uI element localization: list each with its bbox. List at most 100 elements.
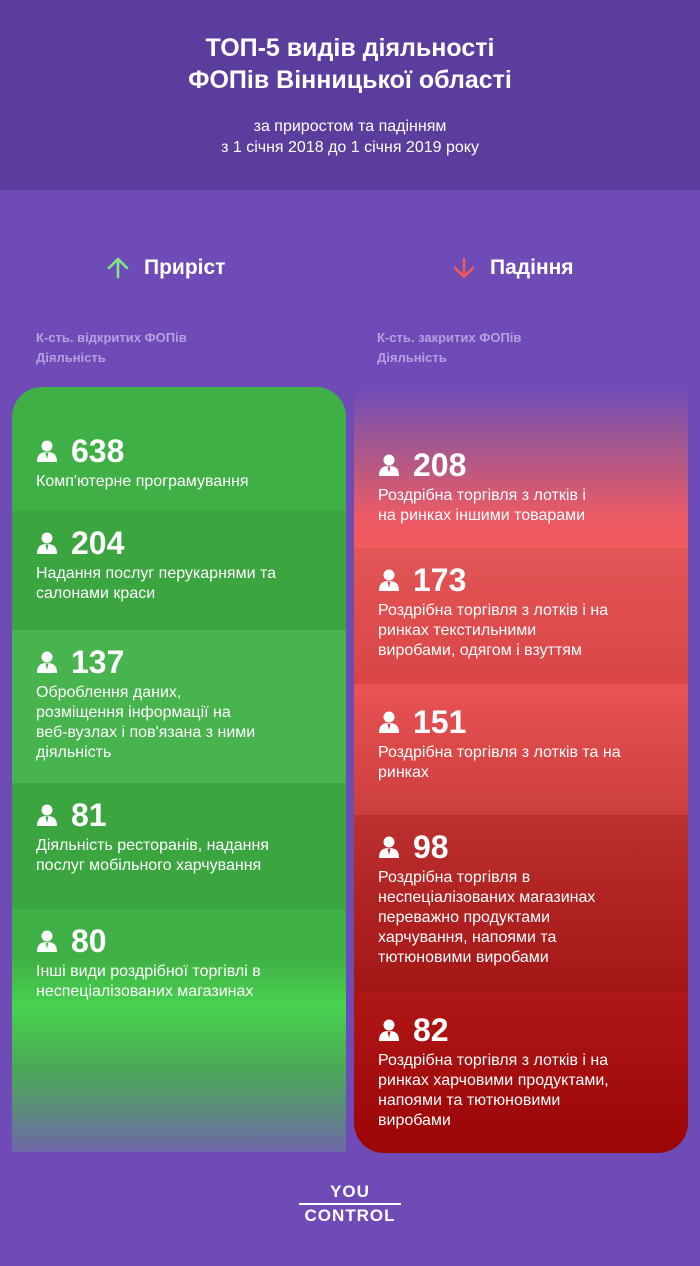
- decline-heading-label: Падіння: [490, 256, 574, 279]
- growth-item-4-desc-line: послуг мобільного харчування: [36, 857, 262, 874]
- decline-item-3-desc-line: ринках: [378, 764, 429, 781]
- growth-item-4-desc: Діяльність ресторанів, надання послуг мо…: [36, 836, 346, 876]
- decline-item-1-desc: Роздрібна торгівля з лотків і на ринках …: [378, 486, 688, 526]
- growth-heading-label: Приріст: [144, 256, 226, 279]
- decline-item-4-desc-line: Роздрібна торгівля в: [378, 869, 531, 886]
- growth-panel: 638 Комп'ютерне програмування 204 Наданн…: [12, 387, 346, 1152]
- growth-item-5: 80 Інші види роздрібної торгівлі в неспе…: [12, 909, 346, 1152]
- decline-item-3-header: 151: [378, 702, 688, 742]
- growth-item-4-header: 81: [36, 795, 346, 835]
- decline-item-5-count: 82: [413, 1012, 449, 1048]
- logo-line-2: CONTROL: [304, 1206, 396, 1225]
- decline-item-2-desc-line: виробами, одягом і взуттям: [378, 642, 582, 659]
- growth-item-3-desc-line: розміщення інформації на: [36, 704, 231, 721]
- logo-divider: [299, 1203, 401, 1205]
- decline-item-5-desc-line: ринках харчовими продуктами,: [378, 1072, 609, 1089]
- decline-item-1-desc-line: Роздрібна торгівля з лотків і: [378, 487, 586, 504]
- person-icon: [379, 1019, 399, 1041]
- decline-item-2-desc-line: ринках текстильними: [378, 622, 537, 639]
- growth-item-1-header: 638: [36, 431, 346, 471]
- arrow-down-icon: [453, 257, 475, 279]
- person-icon: [37, 804, 57, 826]
- growth-item-2-desc-line: Надання послуг перукарнями та: [36, 565, 277, 582]
- decline-panel: 208 Роздрібна торгівля з лотків і на рин…: [354, 387, 688, 1153]
- growth-item-2-desc-line: салонами краси: [36, 585, 156, 602]
- person-icon: [379, 569, 399, 591]
- person-icon: [379, 836, 399, 858]
- growth-item-2-count: 204: [71, 525, 125, 561]
- growth-item-3-header: 137: [36, 642, 346, 682]
- person-icon: [379, 711, 399, 733]
- decline-item-2-count: 173: [413, 562, 467, 598]
- growth-item-1-desc: Комп'ютерне програмування: [36, 472, 346, 492]
- growth-item-3-desc: Оброблення даних, розміщення інформації …: [36, 683, 346, 763]
- growth-item-5-desc-line: Інші види роздрібної торгівлі в: [36, 963, 261, 980]
- person-icon: [37, 930, 57, 952]
- decline-item-5-desc: Роздрібна торгівля з лотків і на ринках …: [378, 1051, 688, 1131]
- growth-item-1-desc-line: Комп'ютерне програмування: [36, 473, 249, 490]
- growth-heading: Приріст: [106, 252, 225, 284]
- subtitle-line-2: з 1 січня 2018 до 1 січня 2019 року: [221, 139, 479, 156]
- decline-item-1-count: 208: [413, 447, 467, 483]
- arrow-up-icon: [107, 257, 129, 279]
- decline-item-4: 98 Роздрібна торгівля в неспеціалізовани…: [354, 815, 688, 992]
- decline-item-3-count: 151: [413, 704, 467, 740]
- growth-legend-count: К-сть. відкритих ФОПів: [36, 330, 187, 345]
- decline-legend-count: К-сть. закритих ФОПів: [377, 330, 522, 345]
- growth-item-5-desc: Інші види роздрібної торгівлі в неспеціа…: [36, 962, 346, 1002]
- growth-item-1: 638 Комп'ютерне програмування: [12, 387, 346, 511]
- decline-item-4-desc-line: переважно продуктами: [378, 909, 551, 926]
- person-icon: [379, 454, 399, 476]
- decline-legend-activity: Діяльність: [377, 350, 447, 365]
- youcontrol-logo: YOU CONTROL: [299, 1182, 401, 1226]
- growth-item-4-desc-line: Діяльність ресторанів, надання: [36, 837, 269, 854]
- person-icon: [37, 532, 57, 554]
- decline-item-1: 208 Роздрібна торгівля з лотків і на рин…: [354, 387, 688, 548]
- decline-item-4-desc-line: харчування, напоями та: [378, 929, 557, 946]
- growth-item-3-count: 137: [71, 644, 125, 680]
- decline-item-3-desc: Роздрібна торгівля з лотків та на ринках: [378, 743, 688, 783]
- decline-item-1-header: 208: [378, 445, 688, 485]
- person-icon: [37, 440, 57, 462]
- growth-item-5-desc-line: неспеціалізованих магазинах: [36, 983, 254, 1000]
- growth-item-5-header: 80: [36, 921, 346, 961]
- growth-item-3-desc-line: веб-вузлах і пов'язана з ними: [36, 724, 256, 741]
- decline-item-4-desc-line: тютюновими виробами: [378, 949, 549, 966]
- growth-item-4-count: 81: [71, 797, 107, 833]
- decline-item-4-desc-line: неспеціалізованих магазинах: [378, 889, 596, 906]
- decline-item-4-header: 98: [378, 827, 688, 867]
- decline-item-4-desc: Роздрібна торгівля в неспеціалізованих м…: [378, 868, 688, 968]
- growth-item-2-desc: Надання послуг перукарнями та салонами к…: [36, 564, 346, 604]
- decline-item-5-header: 82: [378, 1010, 688, 1050]
- decline-item-5: 82 Роздрібна торгівля з лотків і на ринк…: [354, 992, 688, 1153]
- decline-item-2: 173 Роздрібна торгівля з лотків і на рин…: [354, 548, 688, 684]
- decline-item-2-desc-line: Роздрібна торгівля з лотків і на: [378, 602, 609, 619]
- page-title: ТОП-5 видів діяльності ФОПів Вінницької …: [0, 32, 700, 96]
- decline-column-legend: К-сть. закритих ФОПів Діяльність: [377, 328, 521, 368]
- decline-item-3: 151 Роздрібна торгівля з лотків та на ри…: [354, 684, 688, 815]
- decline-item-1-desc-line: на ринках іншими товарами: [378, 507, 586, 524]
- decline-item-5-desc-line: напоями та тютюновими: [378, 1092, 561, 1109]
- title-line-2: ФОПів Вінницької області: [188, 66, 512, 94]
- growth-item-2: 204 Надання послуг перукарнями та салона…: [12, 511, 346, 630]
- growth-item-3: 137 Оброблення даних, розміщення інформа…: [12, 630, 346, 783]
- growth-item-4: 81 Діяльність ресторанів, надання послуг…: [12, 783, 346, 909]
- decline-heading: Падіння: [452, 252, 574, 284]
- growth-item-1-count: 638: [71, 433, 125, 469]
- title-line-1: ТОП-5 видів діяльності: [205, 34, 495, 62]
- decline-item-5-desc-line: Роздрібна торгівля з лотків і на: [378, 1052, 609, 1069]
- decline-item-5-desc-line: виробами: [378, 1112, 451, 1129]
- growth-item-3-desc-line: діяльність: [36, 744, 112, 761]
- growth-item-3-desc-line: Оброблення даних,: [36, 684, 182, 701]
- decline-item-3-desc-line: Роздрібна торгівля з лотків та на: [378, 744, 621, 761]
- growth-legend-activity: Діяльність: [36, 350, 106, 365]
- header-banner: ТОП-5 видів діяльності ФОПів Вінницької …: [0, 0, 700, 190]
- logo-line-1: YOU: [330, 1182, 370, 1201]
- page-subtitle: за приростом та падінням з 1 січня 2018 …: [0, 116, 700, 158]
- decline-item-2-header: 173: [378, 560, 688, 600]
- decline-item-4-count: 98: [413, 829, 449, 865]
- growth-item-2-header: 204: [36, 523, 346, 563]
- decline-item-2-desc: Роздрібна торгівля з лотків і на ринках …: [378, 601, 688, 661]
- person-icon: [37, 651, 57, 673]
- growth-item-5-count: 80: [71, 923, 107, 959]
